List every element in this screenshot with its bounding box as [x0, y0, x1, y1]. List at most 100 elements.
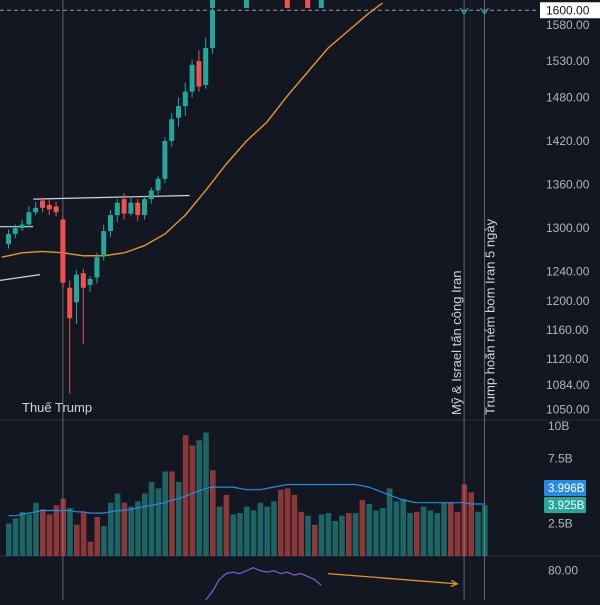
candle-body [101, 231, 107, 256]
oscillator-tick-label: 80.00 [548, 564, 578, 578]
candle-body [155, 178, 161, 191]
volume-bar [346, 513, 352, 556]
volume-bar [142, 493, 148, 556]
candle [182, 82, 188, 116]
price-tick-label: 1050.00 [546, 403, 590, 417]
volume-bar [380, 507, 386, 556]
volume-tick-label: 7.5B [548, 452, 573, 466]
candle [46, 199, 52, 216]
volume-bar [244, 506, 250, 556]
candle-body [40, 200, 45, 208]
volume-bar [400, 498, 406, 556]
volume-bar [461, 484, 468, 556]
volume-bar [108, 502, 114, 556]
candle-top-mark [284, 0, 290, 8]
trend-line [0, 274, 41, 281]
volume-bar [325, 513, 332, 556]
candle [176, 97, 181, 127]
candle-body [203, 48, 209, 86]
volume-bar [475, 511, 481, 556]
candle-body [87, 279, 93, 285]
volume-bar [223, 494, 230, 556]
volume-bar [203, 432, 209, 556]
volume-bar [176, 481, 182, 556]
candle-body [94, 257, 100, 278]
candle-body [196, 61, 202, 87]
candle [148, 187, 154, 204]
candle [135, 199, 141, 221]
volume-badge-label: 3.996B [548, 483, 585, 495]
candle [60, 216, 66, 288]
volume-bar [407, 513, 413, 556]
candle [33, 202, 39, 216]
candle-body [169, 119, 175, 141]
candle [210, 4, 215, 54]
candle [94, 252, 100, 284]
volume-bar [482, 505, 488, 556]
candle-body [80, 273, 86, 288]
price-tick-label: 1530.00 [546, 54, 590, 68]
volume-bar [210, 470, 216, 556]
volume-bar [448, 502, 454, 556]
volume-bar [196, 440, 202, 556]
volume-bar [6, 523, 12, 556]
price-tick-label: 1360.00 [546, 178, 590, 192]
volume-bar [339, 515, 345, 556]
candle [6, 229, 11, 249]
volume-bar [427, 510, 434, 556]
volume-bar [74, 524, 80, 556]
price-tick-label: 1420.00 [546, 134, 590, 148]
price-tick-label: 1300.00 [546, 221, 590, 235]
candle-top-mark [210, 0, 215, 8]
volume-bar [135, 501, 141, 556]
candle-body [19, 224, 25, 229]
candle-body [162, 141, 168, 179]
price-ma-line [1, 2, 383, 258]
price-axis: 1580.00 1530.00 1480.00 1420.00 1360.00 1300.… [546, 18, 590, 417]
volume-bar [114, 493, 121, 556]
volume-bar [332, 520, 338, 556]
candle [108, 210, 113, 237]
volume-bar [189, 445, 196, 556]
candle [128, 197, 134, 217]
candle-body [142, 199, 147, 216]
candle [67, 280, 73, 394]
volume-bar [305, 515, 311, 556]
price-tick-label: 1480.00 [546, 90, 590, 104]
volume-bar [12, 518, 19, 556]
candle [101, 224, 107, 261]
event-arrow-icon [459, 7, 469, 16]
trend-line [33, 194, 190, 200]
volume-bar [454, 511, 461, 556]
volume-tick-label: 2.5B [548, 517, 573, 531]
candle-top-mark [318, 0, 324, 8]
volume-bar [278, 489, 284, 556]
candle [19, 219, 25, 232]
candle-body [182, 91, 188, 107]
candle [87, 276, 93, 293]
volume-bar [284, 488, 291, 556]
volume-bar [40, 509, 46, 556]
candle [121, 193, 127, 220]
candle [80, 268, 86, 345]
volume-bar [216, 506, 223, 556]
price-tick-label: 1084.00 [546, 378, 590, 392]
price-tick-label: 1200.00 [546, 294, 590, 308]
event-label: Thuế Trump [22, 400, 92, 415]
price-tick-label: 1580.00 [546, 18, 590, 32]
candle-body [60, 219, 66, 283]
candle [189, 59, 195, 98]
event-label: Mỹ & Israel tấn công Iran [449, 270, 464, 415]
candle-body [12, 228, 18, 234]
volume-bar [237, 513, 243, 556]
volume-tick-label: 10B [548, 419, 569, 433]
candle [142, 195, 147, 220]
candle [196, 50, 202, 92]
candle-body [148, 190, 154, 200]
candle [169, 113, 175, 147]
price-tick-label: 1120.00 [546, 352, 589, 366]
volume-bar [468, 492, 474, 556]
candle-body [6, 233, 11, 245]
